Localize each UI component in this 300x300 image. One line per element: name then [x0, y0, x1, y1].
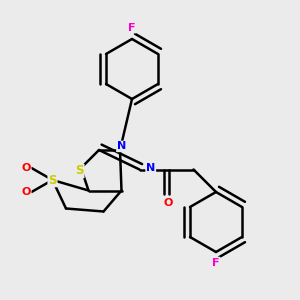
Text: O: O — [21, 163, 31, 173]
Text: O: O — [21, 187, 31, 197]
Text: N: N — [146, 163, 155, 173]
Text: O: O — [163, 197, 173, 208]
Text: F: F — [128, 22, 136, 33]
Text: S: S — [48, 173, 57, 187]
Text: S: S — [75, 164, 84, 178]
Text: N: N — [117, 141, 126, 152]
Text: F: F — [212, 257, 220, 268]
